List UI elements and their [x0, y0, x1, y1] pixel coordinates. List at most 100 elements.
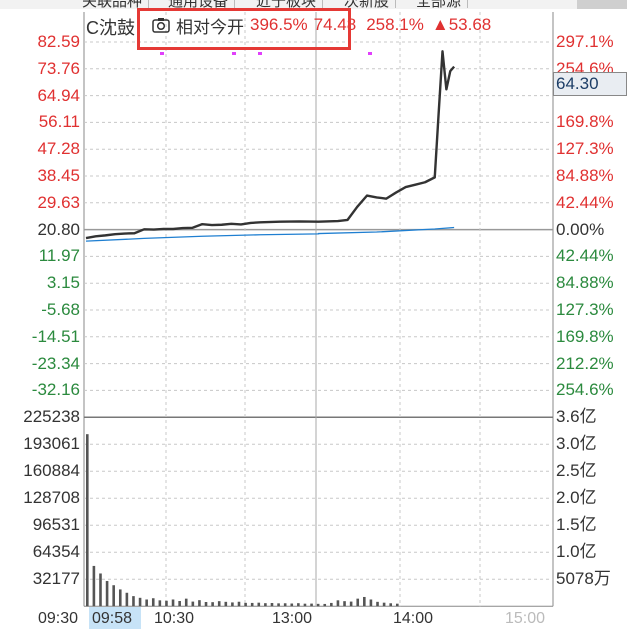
current-price: 74.48 [313, 15, 357, 34]
volume-bar [138, 597, 142, 607]
tab-related[interactable]: 关联品种 [76, 0, 150, 9]
price-change: ▲53.68 [431, 15, 492, 34]
percent-tick-label: 297.1% [556, 32, 614, 51]
average-price-line [85, 226, 455, 242]
volume-bar [297, 603, 300, 607]
volume-bar [151, 598, 155, 607]
percent-tick-label: 42.44% [556, 192, 614, 212]
stock-name: C沈鼓 [86, 18, 135, 38]
current-price-marker: 64.30 [553, 72, 627, 96]
volume-bar [92, 565, 96, 607]
volume-bar [389, 603, 393, 607]
volume-bar [178, 600, 181, 607]
amount-tick-label: 1.0亿 [556, 542, 597, 562]
relative-open-toggle[interactable]: 相对今开 [176, 17, 244, 37]
volume-tick-label: 193061 [23, 434, 80, 454]
amount-tick-label: 5078万 [556, 569, 611, 589]
amount-tick-label: 3.6亿 [556, 407, 597, 427]
volume-tick-label: 96531 [32, 515, 80, 535]
event-marker [160, 52, 164, 55]
price-tick-label: 3.15 [46, 273, 80, 293]
price-tick-label: 56.11 [38, 112, 80, 132]
volume-tick-label: 64354 [32, 542, 80, 562]
volume-bar [112, 585, 115, 607]
volume-bar [145, 599, 148, 607]
amount-tick-label: 3.0亿 [556, 434, 597, 454]
volume-bar [165, 600, 168, 607]
volume-bar [356, 598, 360, 607]
tab-all-sources[interactable]: 全部源 [410, 0, 469, 9]
price-tick-label: 73.76 [37, 58, 80, 78]
time-label-cursor: 09:58 [92, 610, 133, 627]
pct-change: 258.1% [366, 15, 424, 34]
volume-bar [290, 603, 294, 607]
time-label: 09:30 [38, 610, 79, 627]
tab-scroll-button[interactable] [577, 0, 627, 9]
time-label: 14:00 [393, 610, 434, 627]
volume-bar [343, 601, 346, 607]
volume-bar [204, 602, 208, 607]
volume-bar [277, 603, 280, 607]
event-marker [232, 52, 236, 55]
volume-bar [158, 600, 162, 607]
volume-bar [283, 603, 287, 607]
volume-bar [118, 589, 122, 607]
price-tick-label: 64.94 [37, 85, 80, 105]
price-tick-label: 20.80 [37, 219, 80, 239]
chart-toolbar: 相对今开 396.5% 74.48 258.1% ▲53.68 [152, 14, 492, 37]
price-tick-label: -14.51 [31, 326, 80, 346]
camera-icon[interactable] [152, 17, 170, 33]
volume-bar [369, 599, 373, 607]
percent-tick-label: 169.8% [556, 112, 614, 132]
volume-bar [184, 598, 188, 607]
volume-bar [217, 601, 221, 607]
amount-tick-label: 2.5亿 [556, 461, 597, 481]
tab-general-equipment[interactable]: 通用设备 [162, 0, 236, 9]
volume-bar [244, 602, 247, 607]
volume-bar [125, 592, 129, 607]
tab-sector[interactable]: 近于板块 [250, 0, 324, 9]
volume-bar [382, 602, 386, 607]
volume-bar [250, 602, 254, 607]
price-line [85, 50, 456, 240]
price-tick-label: 47.28 [37, 139, 80, 159]
volume-bar [237, 601, 241, 607]
price-tick-label: -32.16 [31, 380, 80, 400]
volume-bar [171, 599, 175, 607]
volume-bar [316, 603, 320, 607]
percent-tick-label: 42.44% [556, 246, 614, 266]
percent-tick-label: 212.2% [556, 353, 614, 373]
amount-tick-label: 2.0亿 [556, 488, 597, 508]
pct-vs-open: 396.5% [250, 15, 308, 34]
volume-bar [105, 581, 109, 607]
tab-bar: 关联品种 通用设备 近于板块 次新股 全部源 [0, 0, 627, 9]
amount-tick-label: 1.5亿 [556, 515, 597, 535]
volume-bar [270, 603, 274, 607]
tab-new-stocks[interactable]: 次新股 [338, 0, 397, 9]
price-tick-label: 38.45 [37, 166, 80, 185]
volume-tick-label: 160884 [23, 461, 80, 481]
volume-bar [99, 573, 102, 607]
time-label: 15:00 [505, 610, 546, 627]
volume-bar [303, 603, 307, 607]
time-label: 13:00 [272, 610, 313, 627]
percent-tick-label: 0.00% [556, 219, 605, 239]
volume-bar [330, 602, 333, 607]
volume-bar [349, 601, 353, 607]
volume-bar [86, 434, 89, 607]
volume-tick-label: 32177 [32, 569, 80, 589]
event-marker [258, 52, 262, 55]
volume-bar [191, 601, 195, 607]
percent-tick-label: 84.88% [556, 166, 614, 185]
percent-tick-label: 169.8% [556, 326, 614, 346]
percent-tick-label: 254.6% [556, 380, 614, 400]
volume-tick-label: 128708 [23, 488, 80, 508]
volume-bar [198, 600, 201, 607]
price-tick-label: 11.97 [38, 246, 80, 266]
highlight-box [137, 8, 351, 50]
percent-tick-label: 84.88% [556, 273, 614, 293]
volume-bar [323, 603, 327, 607]
volume-bar [376, 601, 379, 607]
time-label: 10:30 [154, 610, 195, 627]
volume-bar [132, 596, 135, 607]
